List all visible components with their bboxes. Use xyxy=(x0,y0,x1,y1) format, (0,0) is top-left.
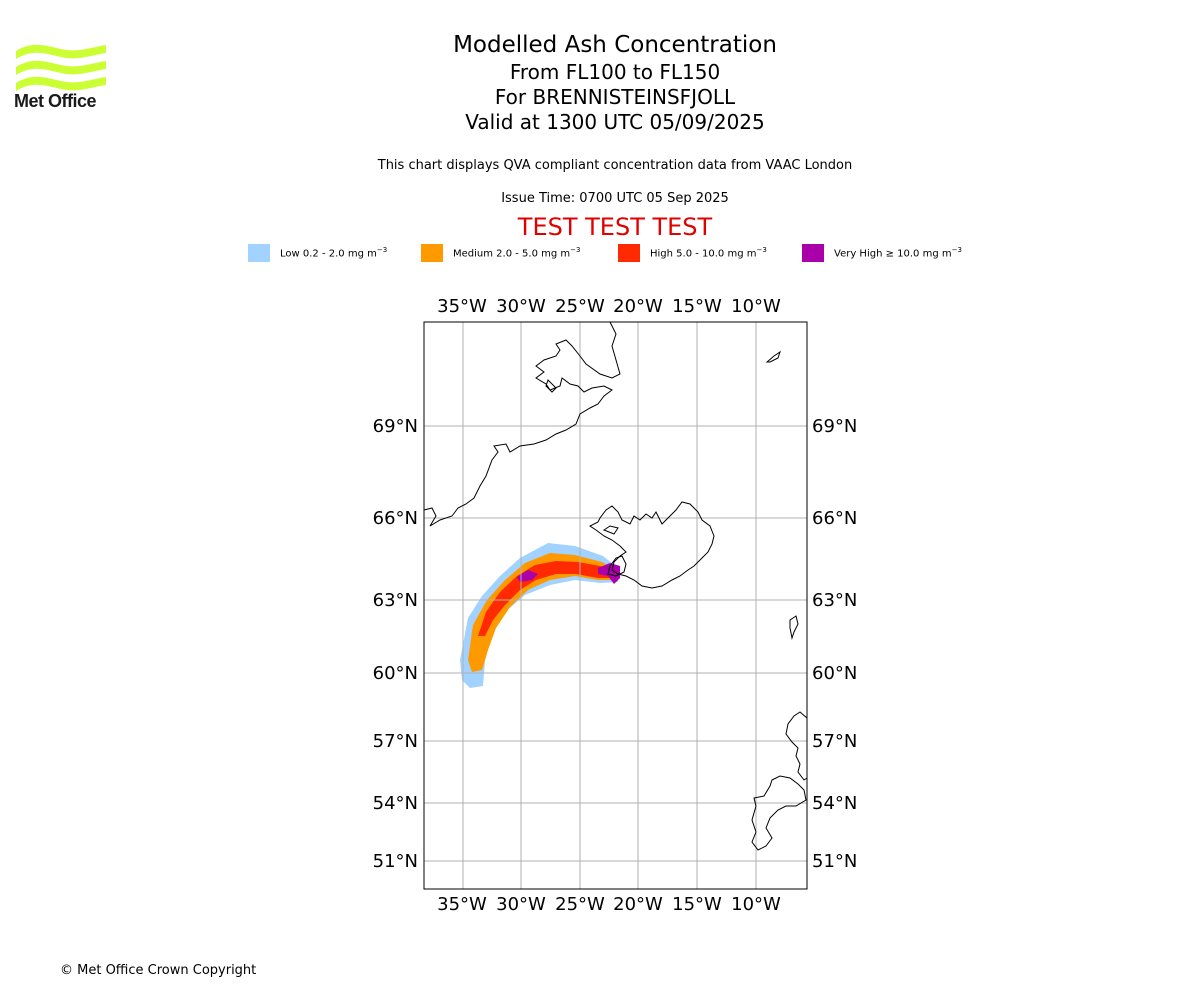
lat-label-right: 66°N xyxy=(812,508,857,529)
iceland-coast xyxy=(589,501,715,589)
logo-text: Met Office xyxy=(14,91,97,111)
lon-labels-top: 35°W 30°W 25°W 20°W 15°W 10°W xyxy=(437,296,781,317)
chart-title-block: Modelled Ash Concentration From FL100 to… xyxy=(300,30,930,135)
met-office-logo-icon xyxy=(16,44,106,91)
lat-label-left: 57°N xyxy=(373,731,418,752)
britain-coast xyxy=(785,711,808,781)
lat-label-left: 54°N xyxy=(373,793,418,814)
lon-label-top: 10°W xyxy=(731,296,781,317)
lat-label-left: 60°N xyxy=(373,663,418,684)
legend-swatch-low xyxy=(248,244,270,262)
plume-medium xyxy=(468,553,616,672)
coastlines xyxy=(423,321,808,851)
legend: Low 0.2 - 2.0 mg m−3 Medium 2.0 - 5.0 mg… xyxy=(0,244,1200,264)
ash-plume xyxy=(460,543,620,688)
legend-swatch-very-high xyxy=(802,244,824,262)
lon-label-top: 25°W xyxy=(555,296,605,317)
flight-level-range: From FL100 to FL150 xyxy=(509,60,721,84)
legend-label-high: High 5.0 - 10.0 mg m−3 xyxy=(650,246,767,260)
lon-label-bottom: 25°W xyxy=(555,894,605,915)
lon-label-bottom: 20°W xyxy=(613,894,663,915)
lat-label-right: 60°N xyxy=(812,663,857,684)
volcano-marker xyxy=(607,555,627,577)
volcano-name: For BRENNISTEINSFJOLL xyxy=(494,85,736,109)
lon-label-bottom: 15°W xyxy=(672,894,722,915)
plume-very-high xyxy=(517,563,620,584)
legend-item-medium: Medium 2.0 - 5.0 mg m−3 xyxy=(421,244,580,262)
lon-labels-bottom: 35°W 30°W 25°W 20°W 15°W 10°W xyxy=(437,894,781,915)
lon-label-top: 35°W xyxy=(437,296,487,317)
map-frame xyxy=(423,321,808,890)
lon-label-top: 15°W xyxy=(672,296,722,317)
lat-label-right: 54°N xyxy=(812,793,857,814)
lat-label-right: 51°N xyxy=(812,851,857,872)
graticule xyxy=(424,322,807,889)
faroe-coast xyxy=(789,615,799,640)
lat-label-right: 57°N xyxy=(812,731,857,752)
legend-label-low: Low 0.2 - 2.0 mg m−3 xyxy=(280,246,388,260)
plume-low xyxy=(460,543,618,688)
lon-label-bottom: 10°W xyxy=(731,894,781,915)
legend-swatch-high xyxy=(618,244,640,262)
jan-mayen-coast xyxy=(765,350,781,363)
lat-labels-right: 69°N 66°N 63°N 60°N 57°N 54°N 51°N xyxy=(812,416,857,872)
lon-label-bottom: 30°W xyxy=(496,894,546,915)
compliance-note: This chart displays QVA compliant concen… xyxy=(377,158,853,173)
legend-item-very-high: Very High ≥ 10.0 mg m−3 xyxy=(802,244,962,262)
lat-label-right: 69°N xyxy=(812,416,857,437)
greenland-coast xyxy=(423,321,621,527)
lon-label-top: 30°W xyxy=(496,296,546,317)
plume-high xyxy=(478,561,616,636)
valid-time: Valid at 1300 UTC 05/09/2025 xyxy=(465,110,765,134)
legend-label-very-high: Very High ≥ 10.0 mg m−3 xyxy=(834,246,962,260)
copyright-footer: © Met Office Crown Copyright xyxy=(60,963,257,978)
issue-time: Issue Time: 0700 UTC 05 Sep 2025 xyxy=(501,191,729,206)
chart-title: Modelled Ash Concentration xyxy=(453,32,777,58)
ireland-coast xyxy=(751,775,807,851)
lon-label-bottom: 35°W xyxy=(437,894,487,915)
legend-label-medium: Medium 2.0 - 5.0 mg m−3 xyxy=(453,246,581,260)
legend-item-low: Low 0.2 - 2.0 mg m−3 xyxy=(248,244,387,262)
lat-label-left: 66°N xyxy=(373,508,418,529)
lat-label-left: 69°N xyxy=(373,416,418,437)
legend-swatch-medium xyxy=(421,244,443,262)
lat-label-left: 51°N xyxy=(373,851,418,872)
lat-labels-left: 69°N 66°N 63°N 60°N 57°N 54°N 51°N xyxy=(373,416,418,872)
lat-label-left: 63°N xyxy=(373,590,418,611)
lat-label-right: 63°N xyxy=(812,590,857,611)
legend-item-high: High 5.0 - 10.0 mg m−3 xyxy=(618,244,767,262)
test-banner: TEST TEST TEST xyxy=(517,213,713,241)
lon-label-top: 20°W xyxy=(613,296,663,317)
